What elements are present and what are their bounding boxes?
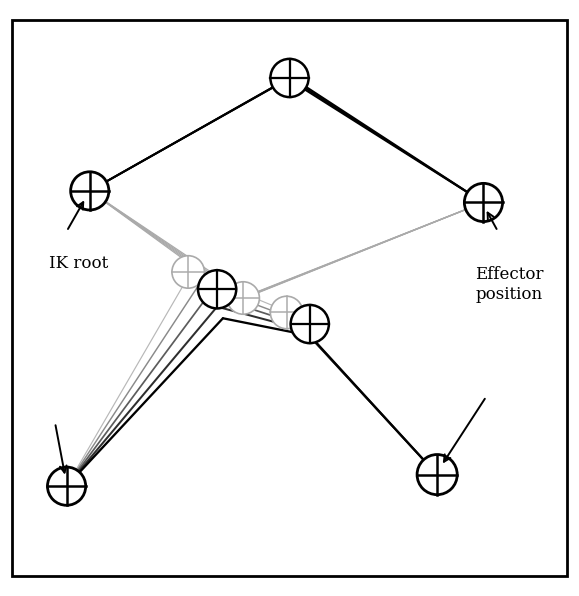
Circle shape xyxy=(270,59,309,97)
Text: Effector
position: Effector position xyxy=(475,266,544,303)
Circle shape xyxy=(291,305,329,343)
Circle shape xyxy=(417,455,457,495)
Circle shape xyxy=(198,270,236,308)
Circle shape xyxy=(47,467,86,505)
Circle shape xyxy=(464,184,503,222)
Circle shape xyxy=(227,282,259,314)
Circle shape xyxy=(270,296,303,329)
Circle shape xyxy=(71,172,109,210)
Text: IK root: IK root xyxy=(49,254,108,272)
Circle shape xyxy=(172,256,204,288)
FancyBboxPatch shape xyxy=(12,20,567,576)
